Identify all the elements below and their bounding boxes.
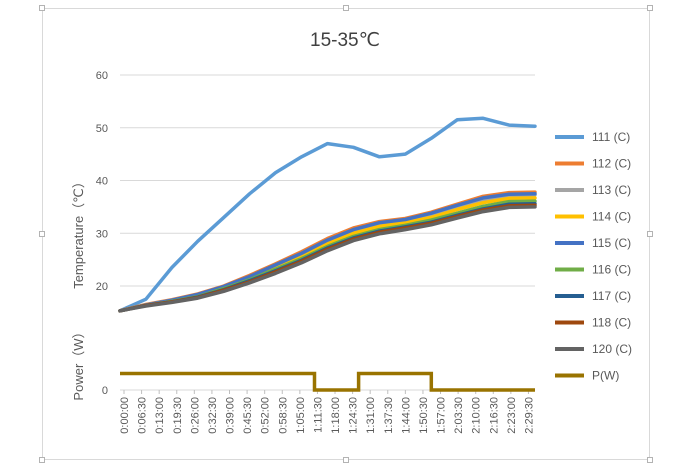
x-tick-label: 1:31:00: [365, 397, 377, 434]
legend-label-4: 115 (C): [592, 236, 631, 250]
x-tick-label: 0:06:30: [137, 397, 149, 434]
x-tick-label: 2:29:30: [523, 397, 535, 434]
series-line-8: [118, 205, 537, 313]
resize-handle-bottom-right[interactable]: [647, 457, 653, 463]
legend-label-5: 116 (C): [592, 263, 631, 277]
y-tick-label-60: 60: [96, 70, 108, 82]
resize-handle-middle-left[interactable]: [39, 231, 45, 237]
x-tick-label: 0:45:30: [242, 397, 254, 434]
x-tick-label: 0:00:00: [119, 397, 131, 434]
x-tick-label: 2:10:00: [471, 397, 483, 434]
x-tick-label: 1:11:30: [312, 397, 324, 433]
x-tick-label: 0:26:00: [189, 397, 201, 434]
legend-label-6: 117 (C): [592, 289, 631, 303]
y-tick-label-20: 20: [96, 281, 108, 293]
y-tick-label-30: 30: [96, 228, 108, 240]
y-tick-label-40: 40: [96, 176, 108, 188]
x-tick-label: 2:23:00: [506, 397, 518, 434]
legend-label-3: 114 (C): [592, 210, 631, 224]
x-tick-label: 0:58:30: [277, 397, 289, 434]
legend-label-9: P(W): [592, 369, 619, 383]
resize-handle-top-center[interactable]: [343, 5, 349, 11]
x-tick-label: 0:39:00: [225, 397, 237, 434]
x-tick-label: 2:03:30: [453, 397, 465, 434]
legend-label-2: 113 (C): [592, 183, 631, 197]
x-tick-label: 2:16:30: [488, 397, 500, 434]
resize-handle-top-right[interactable]: [647, 5, 653, 11]
power-tick-label-0: 0: [102, 385, 108, 397]
x-tick-label: 0:52:00: [260, 397, 272, 434]
x-tick-label: 1:05:00: [295, 397, 307, 434]
legend-label-1: 112 (C): [592, 157, 631, 171]
legend: 111 (C) 112 (C) 113 (C) 114 (C) 115 (C) 116 (…: [555, 130, 632, 383]
x-tick-label: 1:57:00: [436, 397, 448, 434]
resize-handle-middle-right[interactable]: [647, 231, 653, 237]
series-line-power: [120, 371, 535, 392]
x-tick-label: 0:19:30: [172, 397, 184, 434]
x-tick-label: 1:50:30: [418, 397, 430, 434]
x-tick-label: 0:32:30: [207, 397, 219, 434]
legend-label-7: 118 (C): [592, 316, 631, 330]
legend-label-0: 111 (C): [592, 130, 630, 144]
x-tick-label: 0:13:00: [154, 397, 166, 434]
axes: 20 30 40 50 60 0 0:00:00 0:06:30 0:13:00 0:19:30 0…: [96, 70, 536, 434]
resize-handle-bottom-center[interactable]: [343, 457, 349, 463]
x-tick-label: 1:24:30: [348, 397, 360, 434]
x-tick-label: 1:37:30: [383, 397, 395, 434]
resize-handle-top-left[interactable]: [39, 5, 45, 11]
resize-handle-bottom-left[interactable]: [39, 457, 45, 463]
chart-title: 15-35℃: [310, 30, 380, 51]
x-tick-label: 1:44:00: [400, 397, 412, 434]
y-tick-label-50: 50: [96, 123, 108, 135]
series-lines: [118, 116, 537, 392]
power-axis-label: Power（W）: [71, 325, 86, 400]
series-line-4: [118, 191, 537, 313]
temperature-axis-label: Temperature（℃）: [71, 175, 86, 289]
series-line-0: [118, 116, 537, 313]
gridlines: [120, 74, 535, 391]
legend-label-8: 120 (C): [592, 342, 632, 356]
x-tick-label: 1:18:00: [330, 397, 342, 434]
